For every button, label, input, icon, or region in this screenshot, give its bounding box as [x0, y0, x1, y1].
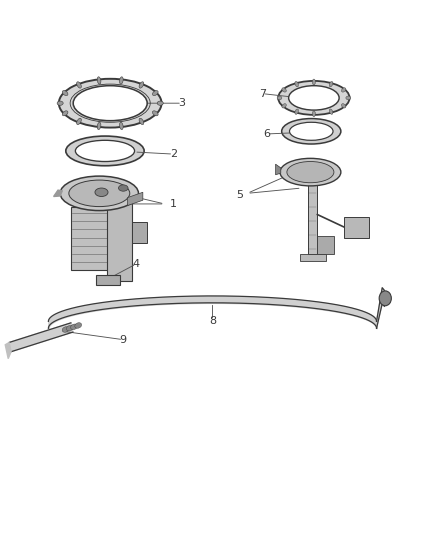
Ellipse shape: [329, 82, 333, 87]
Ellipse shape: [139, 118, 144, 125]
Ellipse shape: [139, 82, 144, 88]
Ellipse shape: [69, 180, 130, 207]
Ellipse shape: [120, 77, 123, 84]
Ellipse shape: [75, 322, 81, 328]
Ellipse shape: [342, 104, 346, 108]
Polygon shape: [132, 222, 147, 243]
Polygon shape: [9, 323, 73, 352]
Text: 9: 9: [120, 335, 127, 345]
Ellipse shape: [152, 111, 158, 116]
Ellipse shape: [66, 136, 144, 166]
Ellipse shape: [77, 82, 81, 88]
Text: 3: 3: [179, 98, 186, 108]
Polygon shape: [71, 207, 108, 270]
Ellipse shape: [62, 327, 69, 332]
Ellipse shape: [312, 79, 315, 85]
Polygon shape: [276, 164, 281, 175]
Polygon shape: [308, 185, 318, 254]
Text: 8: 8: [209, 316, 216, 326]
Ellipse shape: [118, 185, 128, 191]
Text: 6: 6: [263, 129, 270, 139]
Ellipse shape: [59, 79, 162, 127]
Ellipse shape: [282, 88, 286, 92]
Ellipse shape: [67, 325, 73, 331]
Ellipse shape: [282, 118, 341, 144]
Polygon shape: [96, 275, 120, 285]
Ellipse shape: [295, 82, 298, 87]
Ellipse shape: [60, 176, 138, 211]
Ellipse shape: [73, 86, 147, 120]
Ellipse shape: [120, 122, 123, 130]
Ellipse shape: [280, 158, 341, 186]
Ellipse shape: [152, 91, 158, 95]
Ellipse shape: [75, 140, 134, 161]
Polygon shape: [377, 288, 385, 328]
Polygon shape: [107, 203, 132, 281]
Polygon shape: [318, 236, 334, 254]
Ellipse shape: [62, 111, 68, 116]
Ellipse shape: [287, 161, 334, 183]
Ellipse shape: [277, 96, 282, 100]
Circle shape: [379, 291, 391, 306]
Ellipse shape: [157, 101, 163, 106]
Ellipse shape: [346, 96, 351, 100]
Ellipse shape: [77, 118, 81, 125]
Ellipse shape: [95, 188, 108, 197]
Polygon shape: [53, 190, 62, 197]
Text: 4: 4: [133, 259, 140, 269]
Ellipse shape: [57, 101, 63, 106]
Ellipse shape: [62, 91, 68, 95]
Text: 5: 5: [237, 190, 244, 200]
Text: 7: 7: [259, 88, 266, 99]
Text: 1: 1: [170, 199, 177, 209]
Ellipse shape: [329, 109, 333, 115]
Ellipse shape: [97, 122, 101, 130]
Text: 2: 2: [170, 149, 177, 159]
Ellipse shape: [295, 109, 298, 115]
Ellipse shape: [289, 86, 339, 110]
Polygon shape: [5, 343, 11, 359]
Ellipse shape: [97, 77, 101, 84]
Ellipse shape: [278, 81, 350, 115]
Ellipse shape: [312, 111, 315, 117]
Ellipse shape: [290, 122, 333, 140]
Ellipse shape: [282, 104, 286, 108]
Polygon shape: [127, 192, 143, 206]
Polygon shape: [300, 254, 325, 261]
Ellipse shape: [71, 324, 78, 329]
Polygon shape: [344, 217, 369, 238]
Ellipse shape: [342, 88, 346, 92]
